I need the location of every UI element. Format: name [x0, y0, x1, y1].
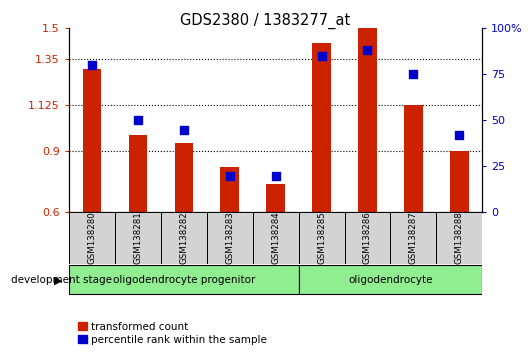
FancyBboxPatch shape: [69, 266, 298, 294]
FancyBboxPatch shape: [298, 266, 482, 294]
Text: GSM138283: GSM138283: [225, 212, 234, 264]
Text: GSM138286: GSM138286: [363, 212, 372, 264]
FancyBboxPatch shape: [115, 212, 161, 264]
FancyBboxPatch shape: [391, 212, 436, 264]
Bar: [220, 167, 239, 212]
Text: development stage: development stage: [11, 275, 112, 285]
Bar: [174, 143, 193, 212]
Text: ▶: ▶: [54, 275, 63, 285]
Point: [87, 62, 96, 68]
Point: [180, 127, 188, 132]
FancyBboxPatch shape: [298, 212, 344, 264]
Text: GSM138280: GSM138280: [87, 212, 96, 264]
Point: [271, 173, 280, 178]
Text: GSM138281: GSM138281: [134, 212, 142, 264]
Point: [317, 53, 326, 59]
Point: [455, 132, 464, 138]
Text: oligodendrocyte progenitor: oligodendrocyte progenitor: [112, 275, 255, 285]
Bar: [312, 42, 331, 212]
Bar: [358, 28, 377, 212]
Legend: transformed count, percentile rank within the sample: transformed count, percentile rank withi…: [74, 317, 271, 349]
Bar: [267, 184, 285, 212]
Text: oligodendrocyte: oligodendrocyte: [348, 275, 432, 285]
FancyBboxPatch shape: [161, 212, 207, 264]
Point: [225, 173, 234, 178]
Point: [409, 72, 418, 77]
Text: GSM138282: GSM138282: [179, 212, 188, 264]
Bar: [450, 151, 469, 212]
Point: [134, 118, 142, 123]
Bar: [404, 105, 422, 212]
FancyBboxPatch shape: [436, 212, 482, 264]
Text: GSM138287: GSM138287: [409, 212, 418, 264]
Text: GSM138284: GSM138284: [271, 212, 280, 264]
Point: [363, 47, 372, 53]
Bar: [129, 135, 147, 212]
FancyBboxPatch shape: [69, 212, 115, 264]
FancyBboxPatch shape: [207, 212, 253, 264]
Text: GDS2380 / 1383277_at: GDS2380 / 1383277_at: [180, 12, 350, 29]
FancyBboxPatch shape: [344, 212, 391, 264]
FancyBboxPatch shape: [253, 212, 298, 264]
Bar: [83, 69, 101, 212]
Text: GSM138288: GSM138288: [455, 212, 464, 264]
Text: GSM138285: GSM138285: [317, 212, 326, 264]
